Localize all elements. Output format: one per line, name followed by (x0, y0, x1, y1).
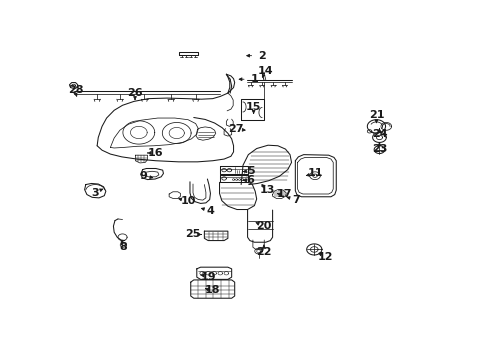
Text: 19: 19 (201, 271, 216, 282)
Text: 14: 14 (258, 66, 273, 76)
Text: 2: 2 (258, 51, 265, 61)
Text: 28: 28 (68, 85, 83, 95)
Text: 24: 24 (371, 129, 386, 139)
Text: 23: 23 (371, 144, 386, 154)
Text: 16: 16 (147, 148, 163, 158)
Text: 27: 27 (228, 124, 244, 134)
Text: 10: 10 (180, 196, 195, 206)
Text: 12: 12 (317, 252, 333, 262)
Text: 6: 6 (246, 175, 254, 185)
Text: 18: 18 (204, 285, 220, 296)
Text: 7: 7 (292, 195, 299, 205)
Text: 25: 25 (185, 229, 200, 239)
Text: 11: 11 (306, 168, 322, 179)
Text: 9: 9 (140, 171, 147, 181)
Text: 1: 1 (250, 74, 258, 84)
Text: 8: 8 (120, 242, 127, 252)
Text: 3: 3 (91, 188, 99, 198)
Text: 21: 21 (368, 110, 384, 120)
Text: 26: 26 (127, 88, 142, 98)
Text: 13: 13 (260, 185, 275, 195)
Text: 20: 20 (256, 221, 271, 231)
Text: 4: 4 (206, 206, 214, 216)
Text: 22: 22 (256, 247, 271, 257)
Text: 5: 5 (246, 166, 254, 176)
Text: 15: 15 (245, 102, 261, 112)
Text: 17: 17 (276, 189, 292, 199)
